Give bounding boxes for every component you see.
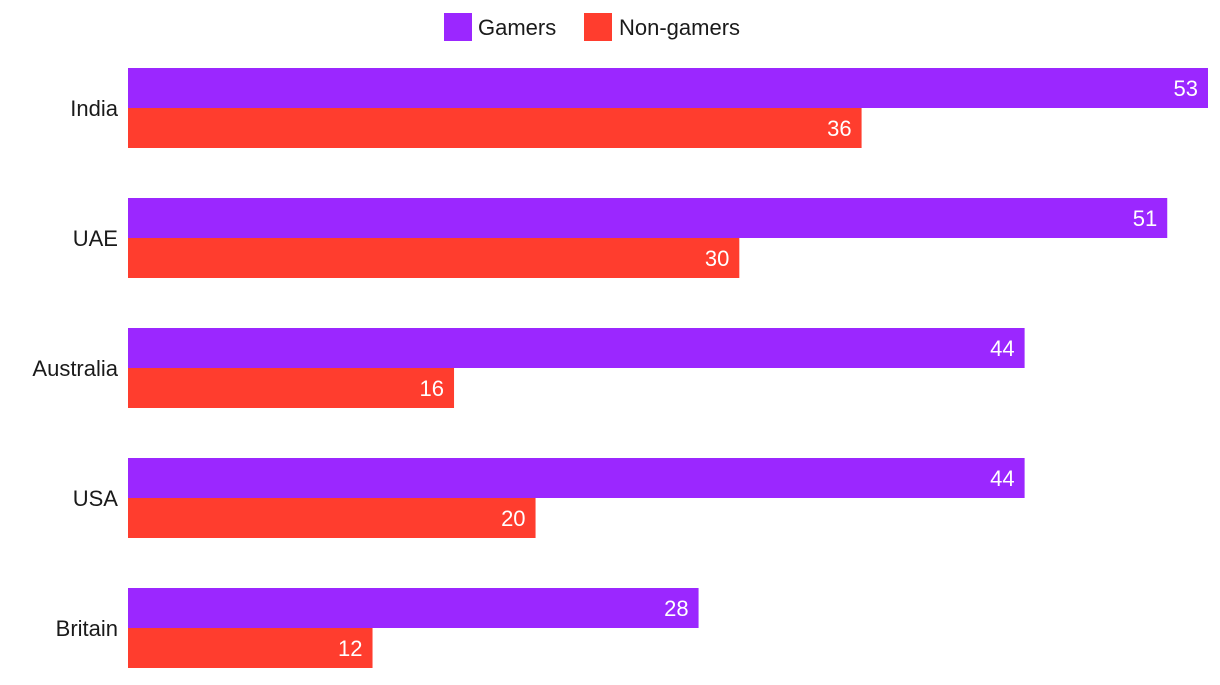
value-label-uae-non-gamers: 30 [705,246,729,271]
bar-britain-non-gamers [128,628,373,668]
legend: Gamers Non-gamers [444,13,740,41]
value-label-uae-gamers: 51 [1133,206,1157,231]
category-label-india: India [70,96,118,121]
legend-swatch-gamers [444,13,472,41]
bar-usa-non-gamers [128,498,536,538]
value-label-australia-gamers: 44 [990,336,1014,361]
value-label-britain-non-gamers: 12 [338,636,362,661]
category-label-australia: Australia [32,356,118,381]
value-label-usa-gamers: 44 [990,466,1014,491]
bar-australia-gamers [128,328,1025,368]
category-label-usa: USA [73,486,119,511]
bar-britain-gamers [128,588,699,628]
bar-uae-gamers [128,198,1168,238]
value-labels: 53 36 51 30 44 16 44 20 28 12 [338,76,1198,661]
category-label-britain: Britain [56,616,118,641]
bar-india-gamers [128,68,1208,108]
legend-swatch-non-gamers [584,13,612,41]
category-labels: India UAE Australia USA Britain [32,96,118,641]
bar-uae-non-gamers [128,238,740,278]
bars-group [128,68,1208,668]
value-label-australia-non-gamers: 16 [420,376,444,401]
bar-australia-non-gamers [128,368,455,408]
legend-label-gamers: Gamers [478,15,556,40]
value-label-britain-gamers: 28 [664,596,688,621]
legend-label-non-gamers: Non-gamers [619,15,740,40]
value-label-india-non-gamers: 36 [827,116,851,141]
category-label-uae: UAE [73,226,118,251]
value-label-usa-non-gamers: 20 [501,506,525,531]
bar-india-non-gamers [128,108,862,148]
bar-usa-gamers [128,458,1025,498]
value-label-india-gamers: 53 [1174,76,1198,101]
